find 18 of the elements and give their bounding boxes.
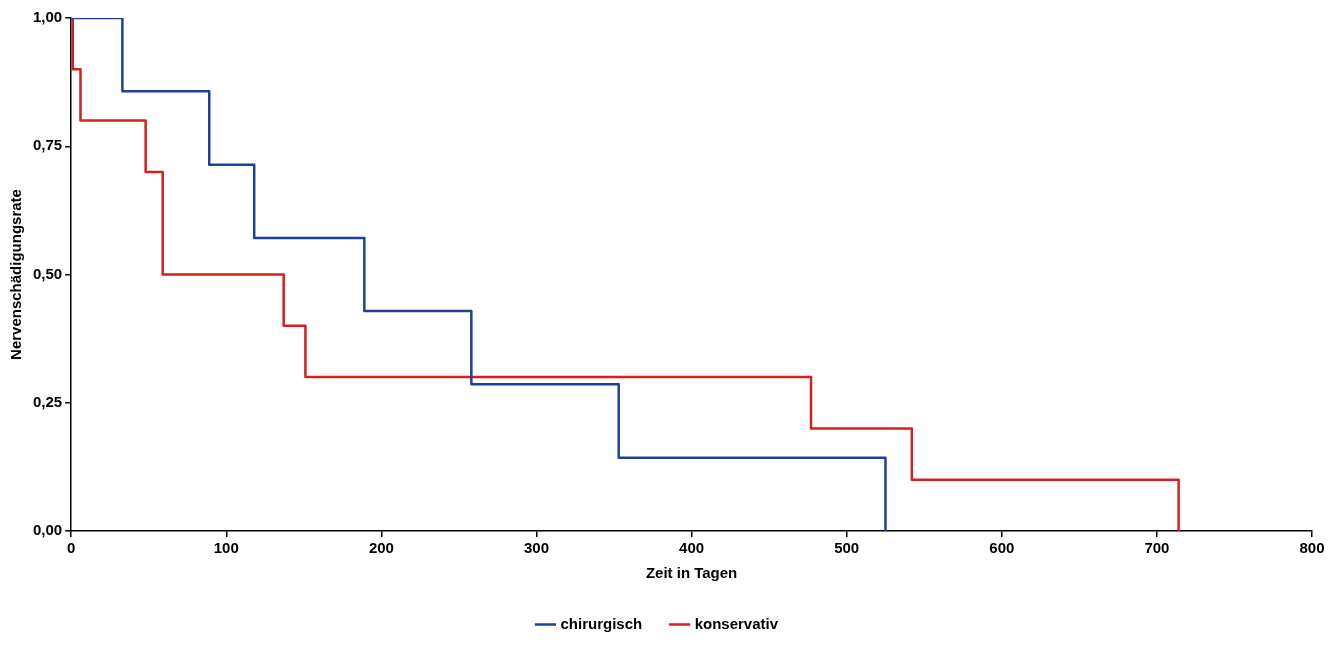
x-tick-label: 200 — [368, 539, 394, 557]
y-tick-label: 0,75 — [32, 136, 63, 154]
y-tick-label: 0,50 — [32, 264, 63, 282]
y-tick-label: 0,00 — [32, 521, 63, 539]
legend-label: chirurgisch — [560, 614, 643, 632]
x-axis-title: Zeit in Tagen — [645, 564, 738, 582]
x-tick-label: 100 — [213, 539, 239, 557]
y-tick-label: 1,00 — [32, 8, 63, 26]
x-tick-label: 0 — [67, 539, 76, 557]
x-tick-label: 700 — [1144, 539, 1170, 557]
y-tick-label: 0,25 — [32, 392, 63, 410]
x-tick-label: 800 — [1299, 539, 1325, 557]
x-tick-label: 300 — [523, 539, 550, 557]
x-tick-label: 600 — [989, 539, 1015, 557]
y-axis-title: Nervenschädigungsrate — [7, 189, 25, 360]
legend-label: konservativ — [694, 614, 779, 632]
x-tick-label: 400 — [679, 539, 705, 557]
x-tick-label: 500 — [834, 539, 860, 557]
